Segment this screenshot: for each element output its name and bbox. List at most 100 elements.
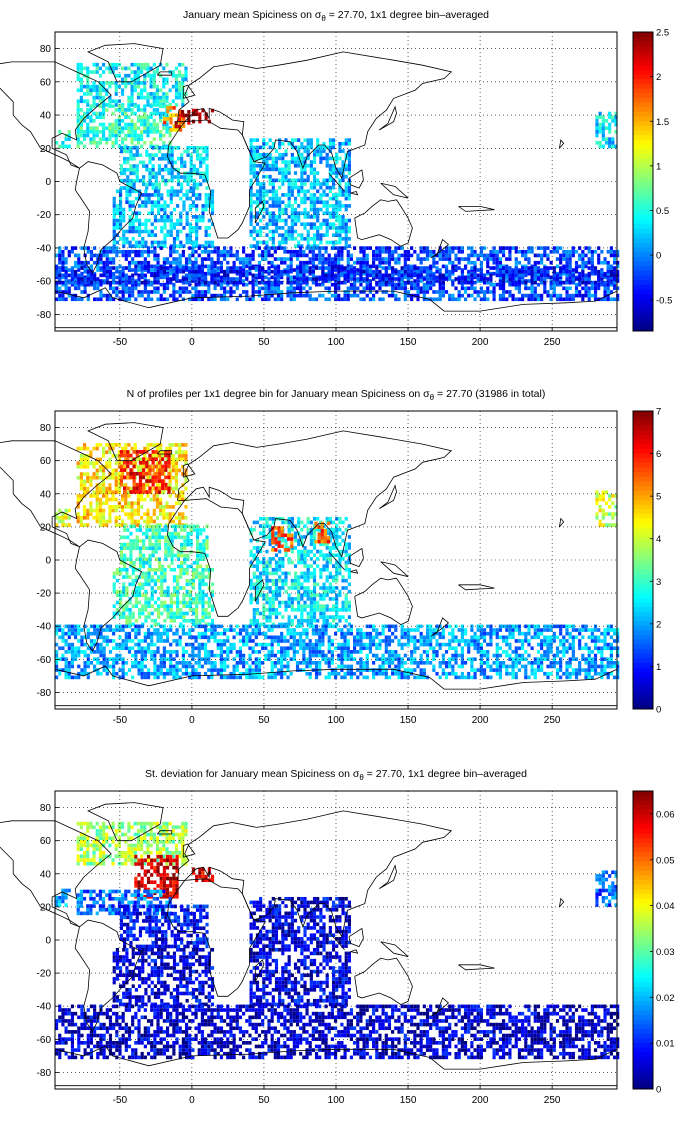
data-cell <box>167 486 170 490</box>
data-cell <box>201 208 204 212</box>
data-cell <box>80 447 83 451</box>
data-cell <box>129 543 132 547</box>
data-cell <box>87 277 90 281</box>
data-cell <box>195 193 198 197</box>
data-cell <box>253 138 256 142</box>
data-cell <box>595 119 598 123</box>
data-cell <box>202 150 205 154</box>
data-cell <box>451 270 454 274</box>
data-cell <box>115 130 118 134</box>
data-cell <box>108 134 111 138</box>
data-cell <box>236 254 239 258</box>
data-cell <box>267 277 270 281</box>
data-cell <box>310 171 313 175</box>
data-cell <box>156 270 159 274</box>
data-cell <box>131 119 134 123</box>
data-cell <box>597 286 600 290</box>
data-cell <box>193 525 196 529</box>
data-cell <box>335 204 338 208</box>
data-cell <box>153 257 156 261</box>
data-cell <box>280 261 283 265</box>
data-cell <box>186 197 189 201</box>
data-cell <box>253 237 256 241</box>
data-cell <box>137 469 140 473</box>
data-cell <box>152 157 155 161</box>
data-cell <box>553 274 556 278</box>
data-cell <box>288 215 291 219</box>
data-cell <box>565 290 568 294</box>
data-cell <box>401 274 404 278</box>
data-cell <box>137 268 140 272</box>
data-cell <box>169 480 172 484</box>
data-cell <box>172 294 175 298</box>
data-cell <box>271 290 274 294</box>
data-cell <box>505 290 508 294</box>
data-cell <box>83 134 86 138</box>
data-cell <box>144 197 147 201</box>
data-cell <box>180 561 183 565</box>
data-cell <box>128 208 131 212</box>
data-cell <box>322 149 325 153</box>
data-cell <box>175 250 178 254</box>
data-cell <box>575 250 578 254</box>
data-cell <box>313 175 316 179</box>
data-cell <box>196 528 199 532</box>
data-cell <box>58 516 61 520</box>
data-cell <box>61 520 64 524</box>
data-cell <box>329 189 332 193</box>
data-cell <box>286 274 289 278</box>
data-cell <box>250 197 253 201</box>
data-cell <box>335 215 338 219</box>
data-cell <box>179 244 182 248</box>
data-cell <box>335 230 338 234</box>
data-cell <box>264 297 267 301</box>
data-cell <box>61 141 64 145</box>
data-cell <box>258 290 261 294</box>
data-cell <box>137 294 140 298</box>
data-cell <box>432 281 435 285</box>
data-cell <box>281 200 284 204</box>
data-cell <box>124 501 127 505</box>
data-cell <box>299 261 302 265</box>
data-cell <box>161 465 164 469</box>
data-cell <box>125 241 128 245</box>
data-cell <box>128 215 131 219</box>
data-cell <box>167 219 170 223</box>
data-cell <box>199 161 202 165</box>
data-cell <box>470 254 473 258</box>
data-cell <box>445 254 448 258</box>
data-cell <box>597 254 600 258</box>
data-cell <box>106 266 109 270</box>
data-cell <box>278 142 281 146</box>
data-cell <box>363 270 366 274</box>
data-cell <box>164 535 167 539</box>
data-cell <box>131 294 134 298</box>
data-cell <box>89 115 92 119</box>
data-cell <box>181 74 184 78</box>
data-cell <box>121 88 124 92</box>
data-cell <box>366 286 369 290</box>
data-cell <box>204 281 207 285</box>
data-cell <box>146 483 149 487</box>
data-cell <box>163 297 166 301</box>
data-cell <box>588 250 591 254</box>
data-cell <box>359 297 362 301</box>
data-cell <box>144 193 147 197</box>
data-cell <box>102 134 105 138</box>
data-cell <box>531 294 534 298</box>
data-cell <box>171 557 174 561</box>
data-cell <box>202 146 205 150</box>
data-cell <box>159 509 162 513</box>
colorbar-segment <box>633 153 653 158</box>
data-cell <box>71 270 74 274</box>
data-cell <box>86 447 89 451</box>
data-cell <box>284 160 287 164</box>
data-cell <box>86 472 89 476</box>
data-cell <box>205 197 208 201</box>
data-cell <box>324 297 327 301</box>
data-cell <box>134 265 137 269</box>
data-cell <box>178 469 181 473</box>
data-cell <box>133 465 136 469</box>
data-cell <box>610 250 613 254</box>
data-cell <box>259 153 262 157</box>
